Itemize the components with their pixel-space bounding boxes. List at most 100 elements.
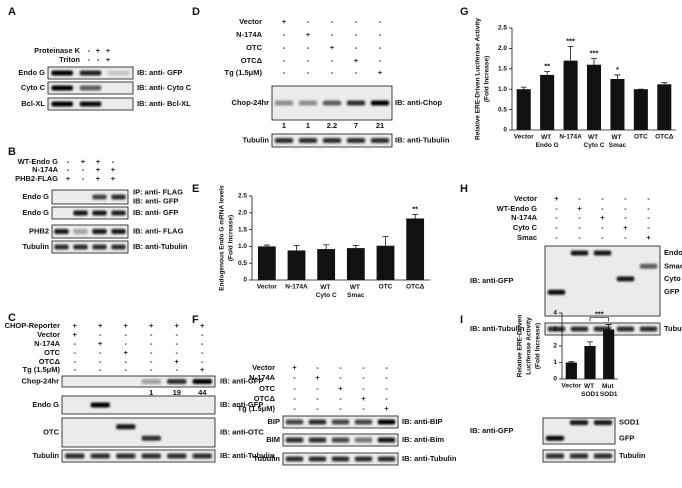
condition-name: PHB2-FLAG xyxy=(15,174,58,183)
blot-band xyxy=(298,100,318,106)
band-label: GFP xyxy=(619,433,634,442)
x-tick-label: N-174A xyxy=(285,284,308,291)
blot-frame xyxy=(61,417,216,448)
blot-band xyxy=(79,101,102,107)
condition-sign: - xyxy=(150,339,153,348)
blot-band xyxy=(616,326,635,332)
error-bar xyxy=(352,244,359,249)
condition-sign: + xyxy=(81,157,86,166)
blot-band xyxy=(616,276,635,282)
significance: *** xyxy=(590,49,599,58)
y-tick-label: 2.5 xyxy=(498,25,507,32)
condition-sign: - xyxy=(601,204,604,213)
y-tick-label: 0 xyxy=(553,376,557,383)
y-tick-label: 1.5 xyxy=(238,226,247,233)
condition-name: WT-Endo G xyxy=(497,204,538,213)
condition-sign: + xyxy=(623,223,628,232)
blot-probe: IB: anti-Tubulin xyxy=(220,451,275,460)
blot-name: Tubulin xyxy=(253,454,280,463)
condition-sign: - xyxy=(99,357,102,366)
error-bar xyxy=(412,214,419,219)
blot-probe: IB: anti- GFP xyxy=(137,68,182,77)
x-tick-label: Vector xyxy=(514,134,534,141)
condition-sign: - xyxy=(385,394,388,403)
y-axis-label: (Fold Increase) xyxy=(484,56,491,102)
condition-sign: - xyxy=(331,68,334,77)
blot-band xyxy=(570,326,589,332)
condition-sign: - xyxy=(316,363,319,372)
blot-probe: IB: anti-GFP xyxy=(470,426,513,435)
x-tick-label: OTC xyxy=(379,284,393,291)
blot-probe: IB: anti-Tubulin xyxy=(395,135,450,144)
blot-name: PHB2 xyxy=(29,226,49,235)
x-tick-label: N-174A xyxy=(559,134,582,141)
blot-band xyxy=(73,244,88,250)
condition-sign: - xyxy=(201,339,204,348)
bar xyxy=(287,250,306,280)
blot-probe: IB: anti- Bcl-XL xyxy=(137,99,191,108)
condition-sign: + xyxy=(66,174,71,183)
error-bar xyxy=(591,58,597,65)
panel-letter: A xyxy=(8,6,16,18)
blot-band xyxy=(54,229,69,234)
condition-sign: + xyxy=(600,213,605,222)
error-bar xyxy=(263,244,270,247)
condition-sign: - xyxy=(624,204,627,213)
blot-band xyxy=(346,138,366,143)
condition-sign: - xyxy=(283,43,286,52)
x-tick-label: Vector xyxy=(257,284,277,291)
blot-band xyxy=(570,250,589,256)
bar xyxy=(540,74,555,130)
blot-band xyxy=(92,229,107,234)
blot-band xyxy=(51,101,73,107)
condition-sign: - xyxy=(125,365,128,374)
blot-band xyxy=(92,210,107,216)
condition-sign: + xyxy=(98,321,103,330)
panel-letter: G xyxy=(460,6,469,18)
blot-band xyxy=(51,85,73,91)
condition-sign: - xyxy=(379,56,382,65)
quantification: 2.2 xyxy=(327,121,337,130)
blot-band xyxy=(111,229,126,234)
condition-name: Tg (1.5μM) xyxy=(224,68,262,77)
condition-sign: + xyxy=(554,194,559,203)
condition-sign: - xyxy=(82,165,85,174)
condition-sign: - xyxy=(355,30,358,39)
y-tick-label: 1.5 xyxy=(498,66,507,73)
condition-name: OTC xyxy=(246,43,262,52)
blot-band xyxy=(274,100,294,106)
x-tick-label: OTCΔ xyxy=(655,134,674,141)
condition-sign: - xyxy=(88,55,91,64)
blot-band xyxy=(547,289,566,295)
y-axis-label: Relative ERE-Driven Luciferase Activity xyxy=(475,18,482,140)
condition-name: CHOP-Reporter xyxy=(5,321,61,330)
band-label: SOD1 xyxy=(619,418,639,427)
y-tick-label: 0 xyxy=(503,127,507,134)
error-bar xyxy=(382,236,389,246)
condition-name: OTCΔ xyxy=(241,56,263,65)
y-axis-label: Relative ERE-Driven xyxy=(517,315,524,378)
blot-band xyxy=(322,138,342,143)
condition-sign: - xyxy=(624,213,627,222)
condition-name: Cyto C xyxy=(513,223,538,232)
condition-sign: - xyxy=(99,365,102,374)
y-tick-label: 1 xyxy=(553,359,557,366)
error-bar xyxy=(568,361,575,363)
condition-name: OTC xyxy=(44,348,60,357)
bar xyxy=(603,329,615,379)
condition-sign: - xyxy=(339,373,342,382)
y-axis-label: (Fold Increase) xyxy=(228,215,235,261)
blot-band xyxy=(593,420,613,426)
condition-sign: + xyxy=(330,43,335,52)
condition-sign: + xyxy=(124,348,129,357)
condition-name: WT-Endo G xyxy=(18,157,59,166)
condition-sign: - xyxy=(125,330,128,339)
condition-sign: + xyxy=(315,373,320,382)
blot-name: Cyto C xyxy=(21,83,46,92)
condition-sign: - xyxy=(355,43,358,52)
condition-sign: - xyxy=(362,373,365,382)
blot-probe: IB: anti-Tubulin xyxy=(133,242,188,251)
blot-name: Tubulin xyxy=(664,324,682,333)
significance: ** xyxy=(544,62,550,71)
quantification: 1 xyxy=(149,388,153,397)
